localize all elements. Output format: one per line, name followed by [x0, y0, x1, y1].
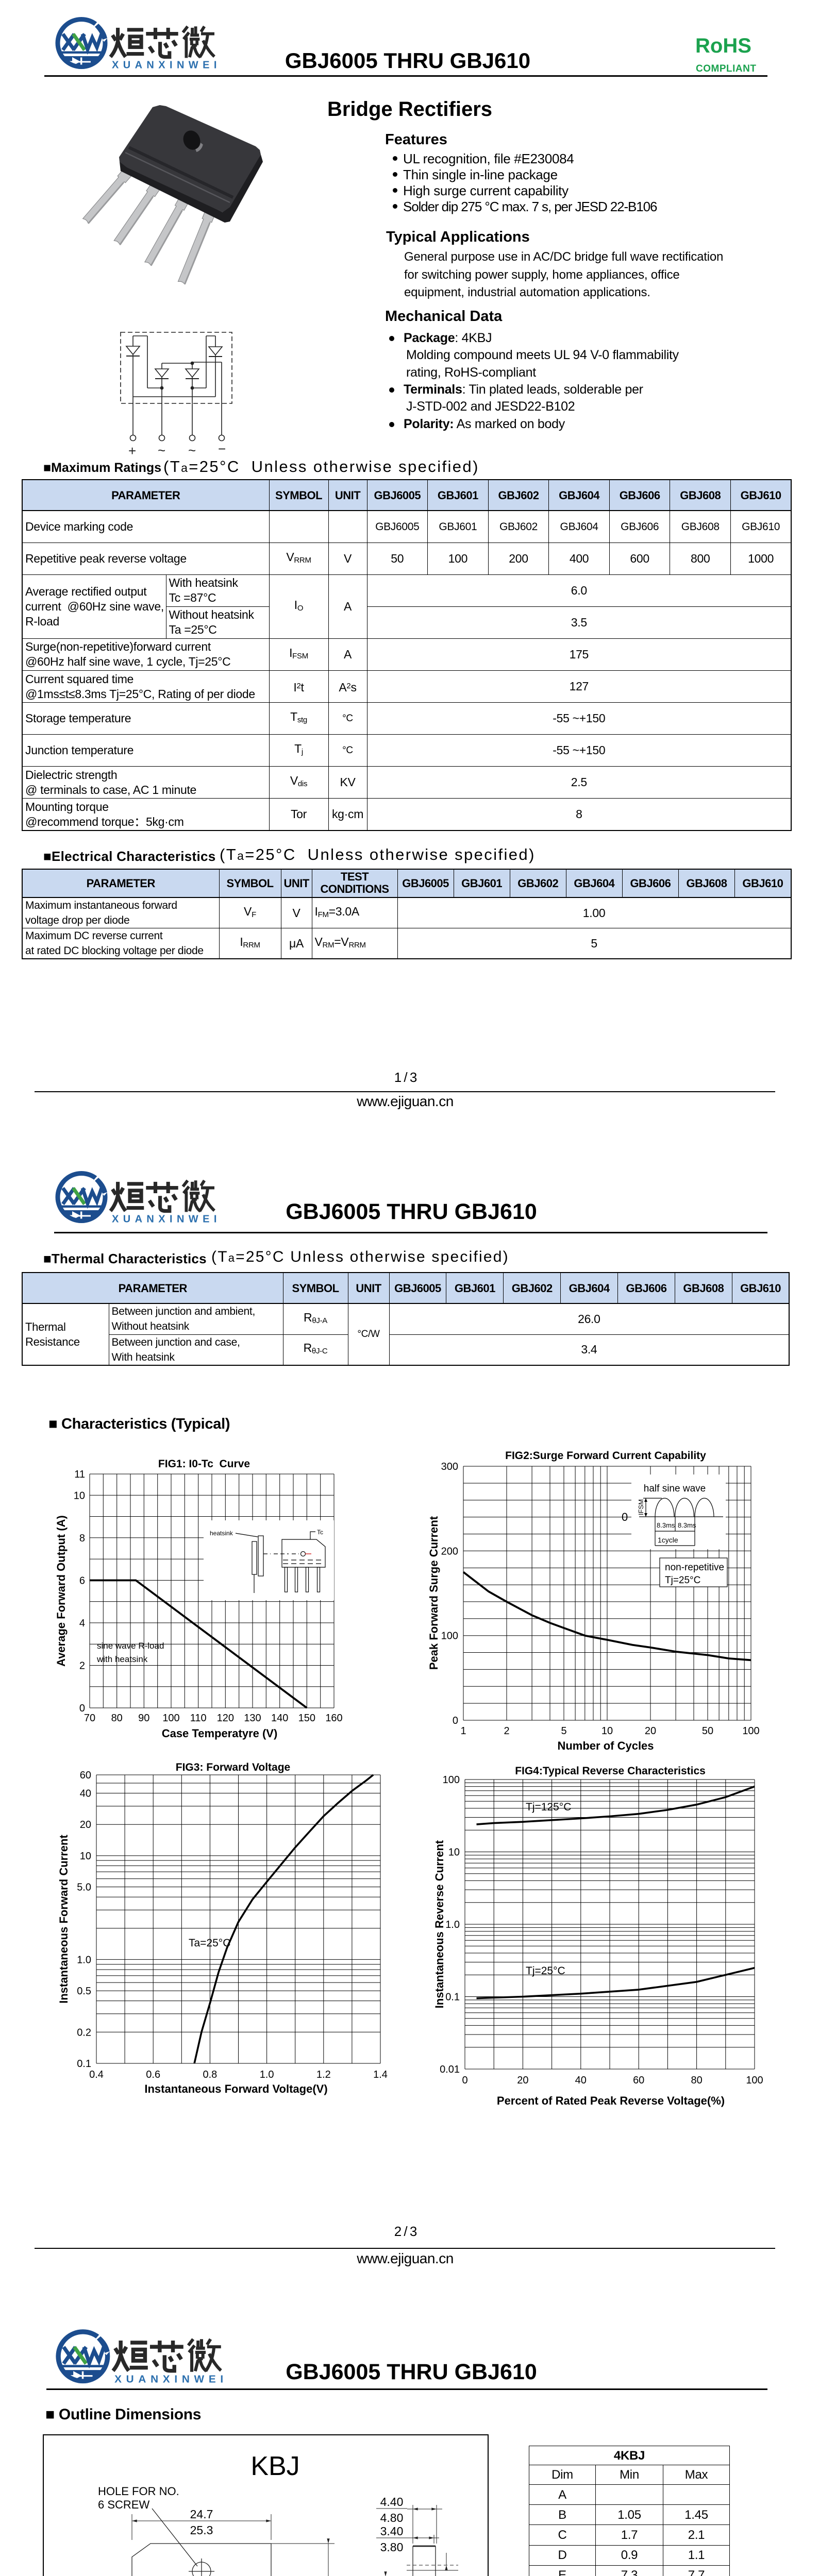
svg-text:Tj=25°C: Tj=25°C: [665, 1575, 700, 1586]
svg-text:200: 200: [441, 1546, 458, 1557]
svg-text:heatsink: heatsink: [210, 1530, 233, 1537]
svg-text:~: ~: [158, 443, 165, 458]
svg-text:8.3ms: 8.3ms: [678, 1521, 696, 1529]
svg-text:with heatsink: with heatsink: [96, 1654, 148, 1664]
svg-text:half sine wave: half sine wave: [644, 1483, 706, 1494]
svg-text:10: 10: [601, 1725, 613, 1737]
svg-text:10: 10: [448, 1847, 460, 1858]
svg-text:0: 0: [622, 1511, 628, 1523]
svg-text:11: 11: [74, 1469, 85, 1480]
svg-text:90: 90: [138, 1713, 149, 1724]
svg-text:−: −: [218, 441, 226, 456]
svg-text:4: 4: [79, 1618, 85, 1629]
svg-text:150: 150: [298, 1713, 315, 1724]
svg-text:40: 40: [575, 2075, 587, 2086]
svg-text:300: 300: [441, 1461, 458, 1472]
svg-text:IFSM: IFSM: [637, 1499, 645, 1515]
svg-text:FIG2:Surge Forward Current Cap: FIG2:Surge Forward Current Capability: [505, 1450, 706, 1462]
svg-text:100: 100: [742, 1725, 759, 1737]
svg-text:0.6: 0.6: [146, 2069, 160, 2080]
svg-text:60: 60: [633, 2075, 644, 2086]
svg-text:14.7: 14.7: [317, 2574, 341, 2576]
svg-text:4.80: 4.80: [380, 2511, 404, 2524]
svg-text:70: 70: [84, 1713, 95, 1724]
svg-text:80: 80: [691, 2075, 702, 2086]
svg-text:3.80: 3.80: [380, 2540, 404, 2554]
svg-text:6 SCREW: 6 SCREW: [98, 2498, 149, 2511]
svg-text:Tc: Tc: [317, 1529, 323, 1536]
svg-text:Peak Forward Surge Current: Peak Forward Surge Current: [428, 1516, 440, 1670]
svg-text:10: 10: [80, 1851, 91, 1862]
svg-text:4.40: 4.40: [380, 2495, 404, 2509]
svg-text:sine wave R-load: sine wave R-load: [97, 1641, 164, 1651]
svg-text:6: 6: [79, 1575, 85, 1586]
svg-text:60: 60: [80, 1770, 91, 1781]
svg-text:20: 20: [517, 2075, 528, 2086]
svg-text:25.3: 25.3: [190, 2523, 213, 2537]
svg-text:1.4: 1.4: [373, 2069, 388, 2080]
svg-text:100: 100: [746, 2075, 763, 2086]
svg-text:HOLE FOR NO.: HOLE FOR NO.: [98, 2485, 179, 2498]
svg-text:120: 120: [217, 1713, 234, 1724]
svg-text:Average Forward Output (A): Average Forward Output (A): [55, 1515, 68, 1667]
svg-text:160: 160: [325, 1713, 342, 1724]
svg-text:Number of Cycles: Number of Cycles: [557, 1739, 654, 1752]
svg-text:0: 0: [79, 1703, 85, 1714]
svg-text:Instantaneous Forward Voltage(: Instantaneous Forward Voltage(V): [144, 2082, 327, 2095]
svg-text:XUANXINWEI: XUANXINWEI: [112, 1214, 221, 1225]
svg-text:24.7: 24.7: [190, 2507, 213, 2521]
svg-text:0.1: 0.1: [77, 2058, 91, 2070]
svg-text:Tj=25°C: Tj=25°C: [526, 1965, 565, 1977]
svg-text:100: 100: [443, 1774, 460, 1786]
svg-text:20: 20: [80, 1819, 91, 1831]
svg-text:0.1: 0.1: [445, 1992, 460, 2003]
svg-text:100: 100: [162, 1713, 179, 1724]
svg-text:130: 130: [244, 1713, 261, 1724]
svg-text:100: 100: [441, 1631, 458, 1642]
svg-text:3.40: 3.40: [380, 2524, 404, 2538]
svg-text:0.4: 0.4: [89, 2069, 104, 2080]
svg-text:1cycle: 1cycle: [658, 1536, 678, 1544]
svg-text:0.5: 0.5: [77, 1986, 91, 1997]
svg-text:Ta=25°C: Ta=25°C: [189, 1937, 230, 1949]
svg-text:5.0: 5.0: [77, 1882, 91, 1893]
svg-text:0.01: 0.01: [440, 2064, 460, 2075]
svg-text:2: 2: [79, 1660, 85, 1672]
svg-text:110: 110: [190, 1713, 207, 1724]
svg-text:Percent of Rated Peak Reverse: Percent of Rated Peak Reverse Voltage(%): [497, 2094, 725, 2107]
svg-text:1.0: 1.0: [77, 1954, 91, 1965]
svg-text:1.2: 1.2: [316, 2069, 331, 2080]
svg-text:FIG3: Forward Voltage: FIG3: Forward Voltage: [176, 1761, 290, 1773]
svg-text:20: 20: [645, 1725, 656, 1737]
svg-text:FIG4:Typical Reverse Character: FIG4:Typical Reverse Characteristics: [515, 1765, 706, 1777]
svg-text:5: 5: [561, 1725, 566, 1737]
svg-text:XUANXINWEI: XUANXINWEI: [114, 2374, 228, 2385]
svg-text:140: 140: [271, 1713, 288, 1724]
svg-text:0: 0: [453, 1715, 458, 1726]
svg-text:Instantaneous Reverse Current: Instantaneous Reverse Current: [433, 1840, 446, 2008]
svg-text:40: 40: [80, 1788, 91, 1800]
svg-text:Case Temperatyre (V): Case Temperatyre (V): [162, 1727, 278, 1740]
svg-text:1: 1: [460, 1725, 466, 1737]
svg-text:+: +: [128, 443, 136, 459]
svg-text:1.0: 1.0: [445, 1919, 460, 1930]
svg-text:50: 50: [702, 1725, 713, 1737]
svg-text:non-repetitive: non-repetitive: [665, 1562, 724, 1573]
svg-text:Instantaneous Forward Current: Instantaneous Forward Current: [57, 1835, 70, 2004]
svg-text:XUANXINWEI: XUANXINWEI: [112, 60, 221, 71]
svg-text:2: 2: [504, 1725, 509, 1737]
svg-text:8.3ms: 8.3ms: [657, 1521, 675, 1529]
svg-text:0.8: 0.8: [203, 2069, 217, 2080]
svg-text:0: 0: [462, 2075, 467, 2086]
svg-text:Tj=125°C: Tj=125°C: [526, 1801, 571, 1813]
svg-text:10: 10: [74, 1490, 85, 1501]
svg-text:~: ~: [188, 443, 196, 458]
svg-text:FIG1: I0-Tc Curve: FIG1: I0-Tc Curve: [158, 1458, 250, 1470]
svg-text:80: 80: [111, 1713, 123, 1724]
svg-text:0.2: 0.2: [77, 2027, 91, 2038]
svg-text:8: 8: [79, 1533, 85, 1544]
svg-text:1.0: 1.0: [260, 2069, 274, 2080]
